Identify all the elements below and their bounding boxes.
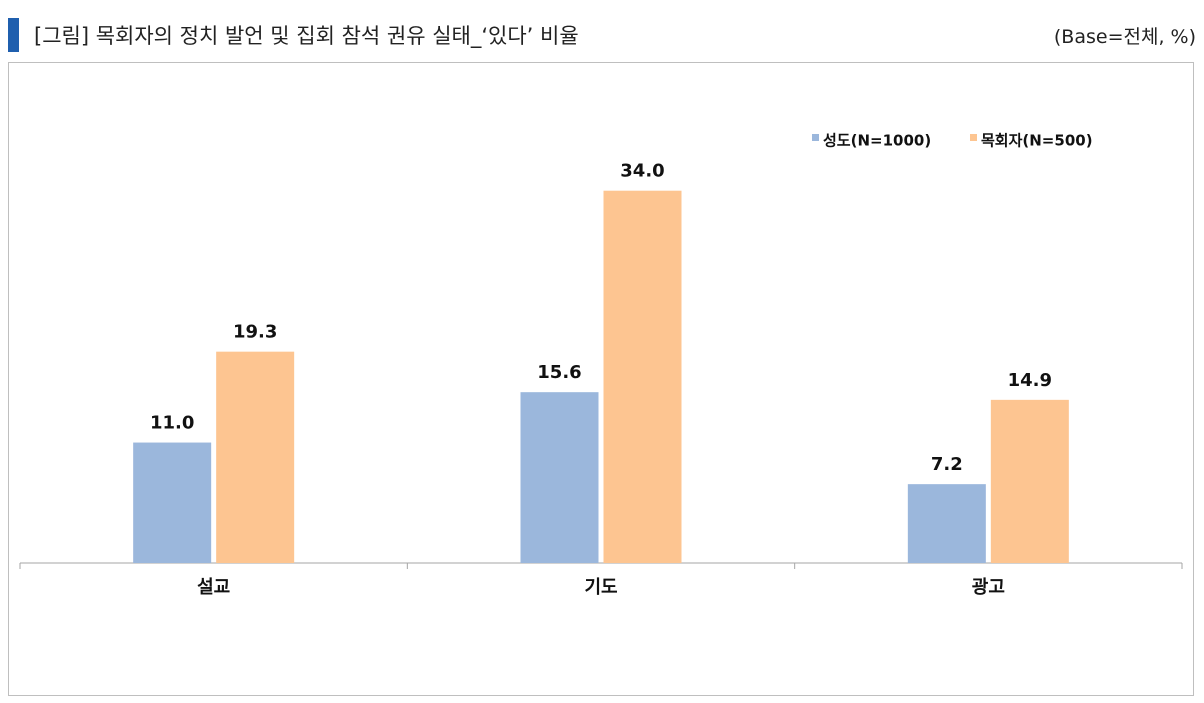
chart-frame — [8, 62, 1194, 696]
category-label: 설교 — [197, 577, 230, 598]
data-label: 7.2 — [931, 454, 963, 475]
legend-label: 목회자(N=500) — [981, 132, 1093, 150]
legend-label: 성도(N=1000) — [823, 132, 931, 150]
bar-pastors-2 — [990, 399, 1069, 563]
title-bar: [그림] 목회자의 정치 발언 및 집회 참석 권유 실태_‘있다’ 비율 (B… — [0, 14, 1204, 54]
category-label: 광고 — [972, 577, 1005, 598]
bar-members-0 — [133, 442, 212, 563]
legend-swatch — [812, 134, 819, 141]
bar-pastors-1 — [603, 190, 682, 563]
data-label: 34.0 — [620, 161, 664, 182]
data-label: 14.9 — [1008, 370, 1052, 391]
base-note: (Base=전체, %) — [1053, 26, 1196, 48]
category-label: 기도 — [584, 577, 617, 598]
data-label: 11.0 — [150, 413, 194, 434]
bar-pastors-0 — [216, 351, 295, 563]
data-label: 19.3 — [233, 322, 277, 343]
legend-swatch — [970, 134, 977, 141]
data-label: 15.6 — [537, 362, 581, 383]
title-accent-bar — [8, 18, 19, 52]
chart-title: [그림] 목회자의 정치 발언 및 집회 참석 권유 실태_‘있다’ 비율 — [34, 24, 579, 48]
bar-members-1 — [520, 392, 599, 563]
bar-members-2 — [907, 484, 986, 563]
